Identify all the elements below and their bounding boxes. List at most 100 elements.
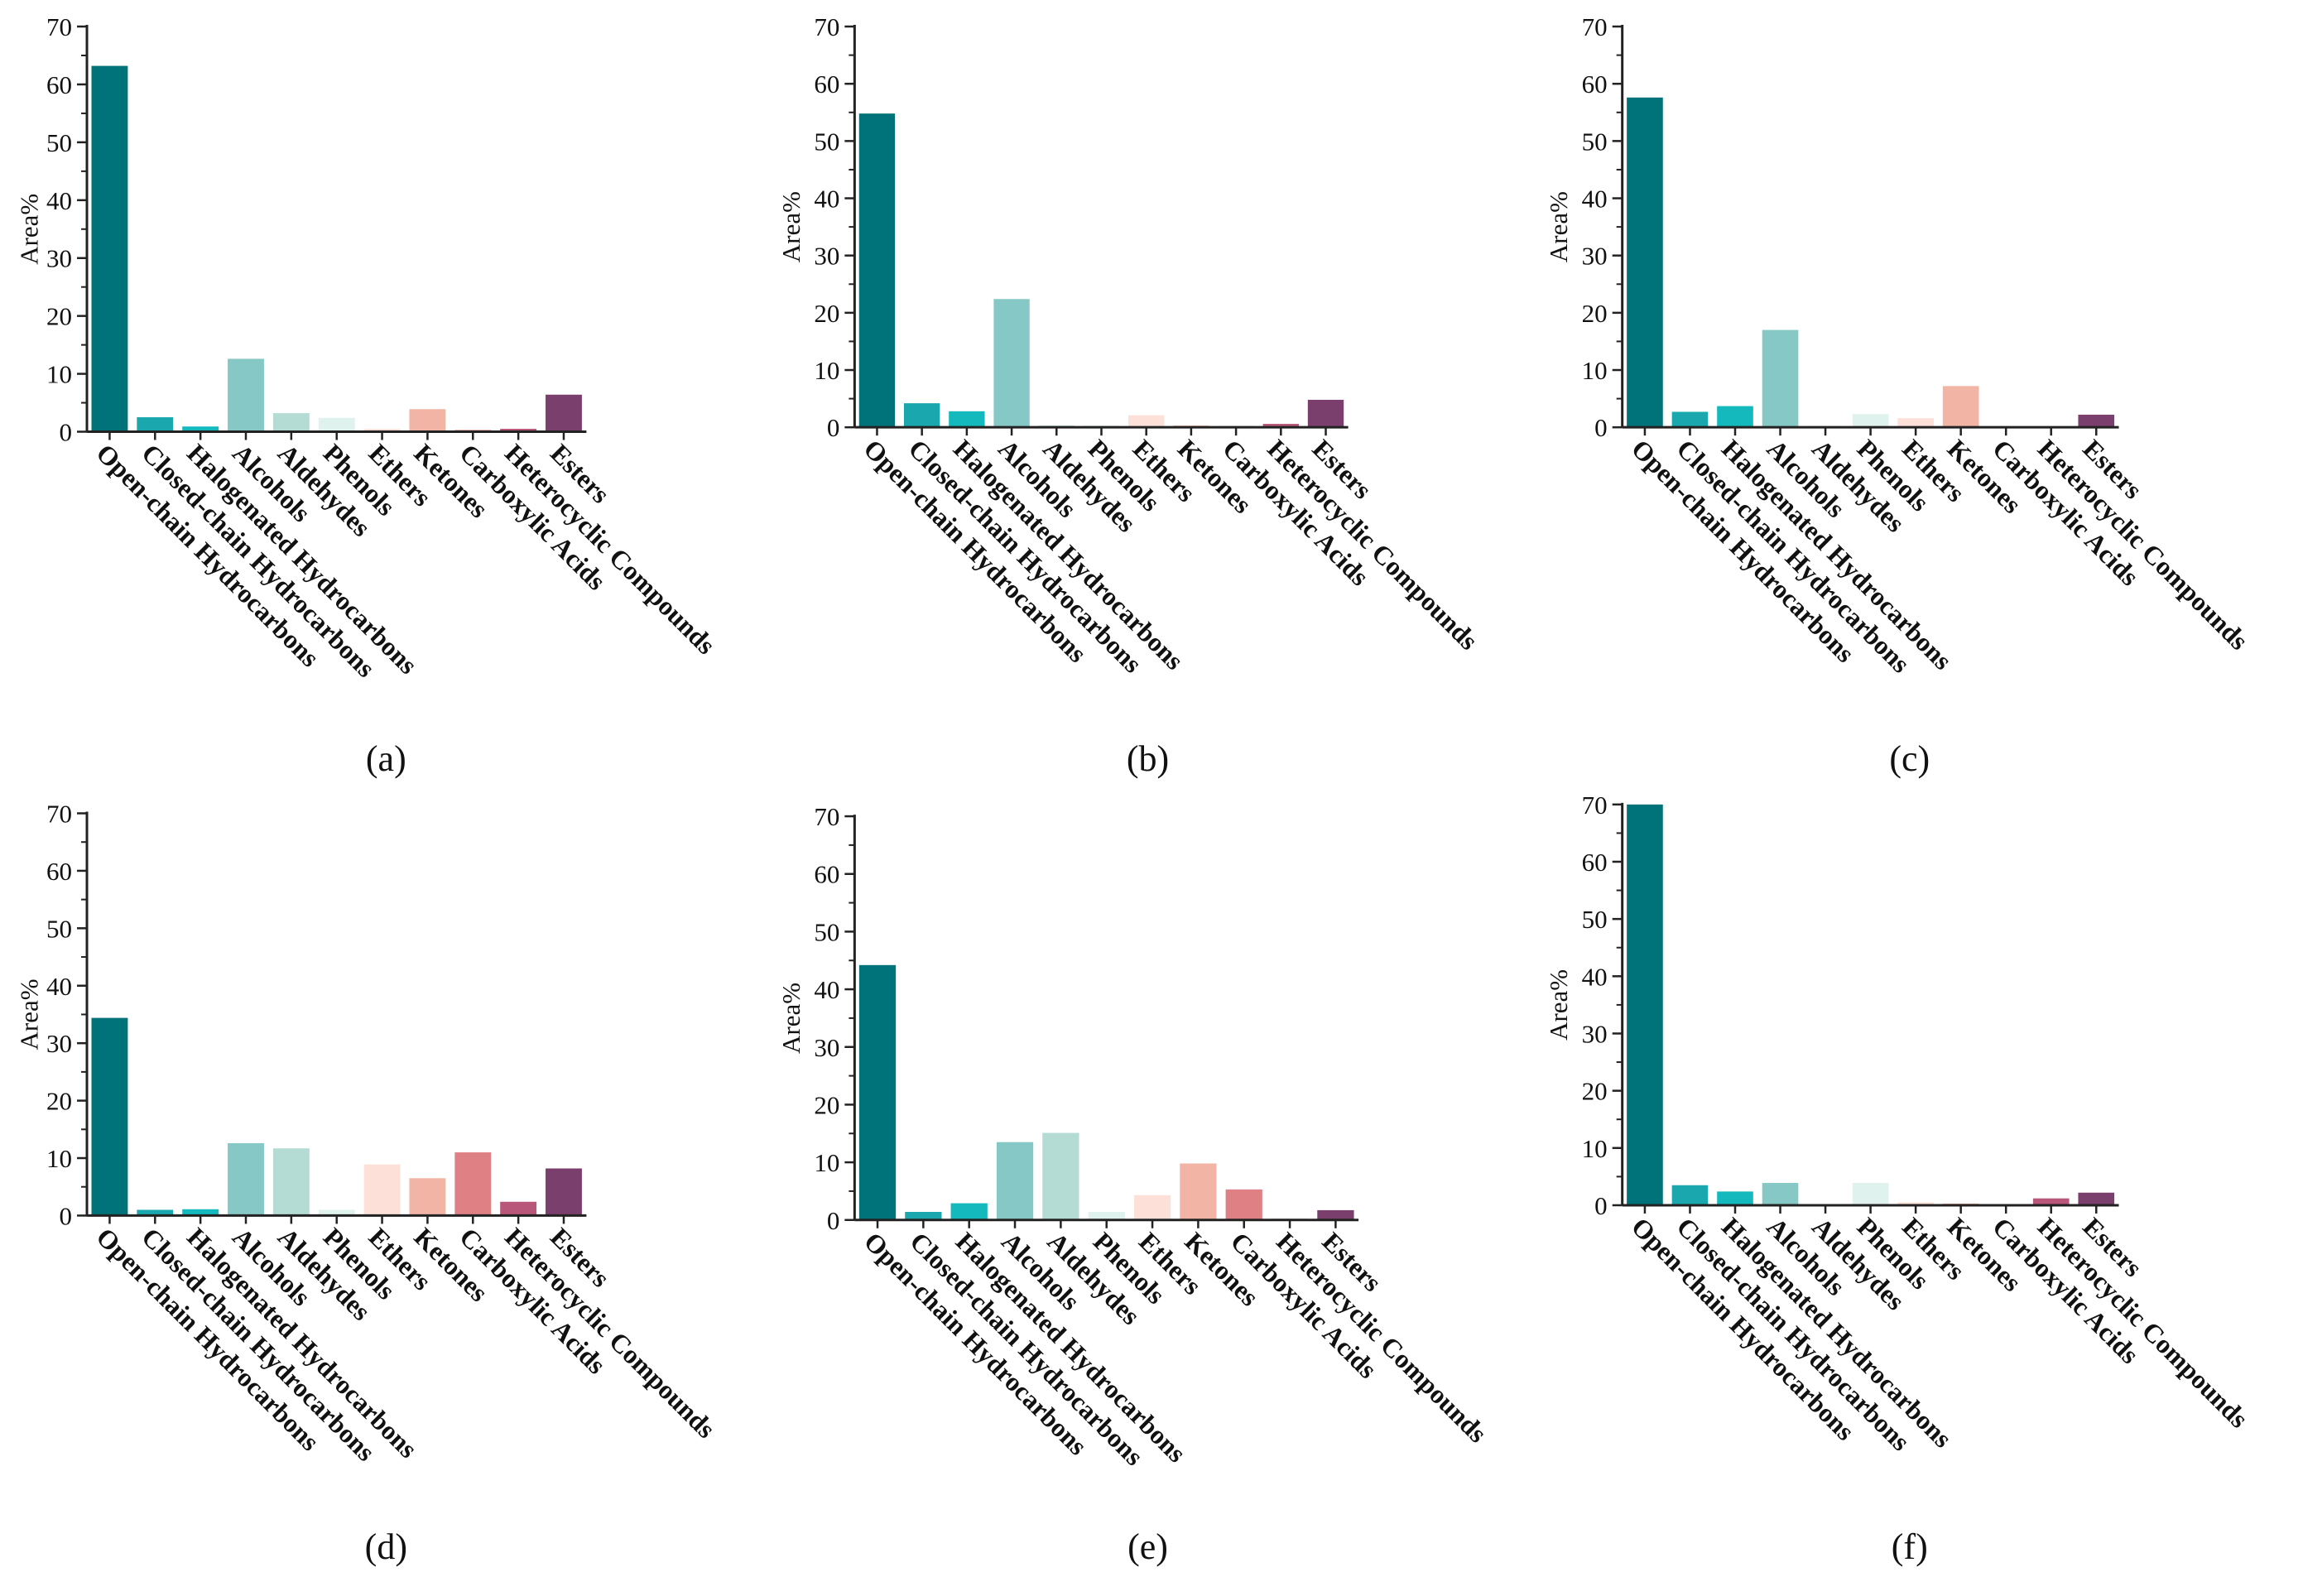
panel-caption: (e)	[1127, 1526, 1168, 1567]
bar-open-chain-hydrocarbons	[1627, 804, 1663, 1205]
bar-phenols	[1088, 1212, 1125, 1220]
bar-ketones	[409, 409, 446, 432]
bar-heterocyclic-compounds	[500, 429, 537, 432]
y-tick-label: 70	[46, 12, 72, 41]
y-tick-label: 10	[814, 1148, 839, 1177]
bar-alcohols	[228, 1142, 264, 1216]
bar-closed-chain-hydrocarbons	[1671, 1185, 1709, 1205]
y-tick-label: 0	[1594, 1191, 1608, 1220]
y-tick-label: 60	[1582, 848, 1608, 877]
bar-esters	[546, 1168, 582, 1216]
y-tick-label: 40	[814, 975, 839, 1004]
bar-phenols	[318, 417, 355, 432]
y-tick-label: 10	[1582, 356, 1608, 385]
y-tick-label: 70	[46, 800, 72, 829]
y-tick-label: 70	[1582, 791, 1608, 820]
bar-open-chain-hydrocarbons	[858, 964, 897, 1220]
bar-heterocyclic-compounds	[500, 1201, 537, 1216]
y-tick-label: 30	[46, 244, 72, 273]
y-tick-label: 70	[814, 802, 839, 831]
y-tick-label: 0	[827, 413, 840, 442]
panel-caption: (f)	[1892, 1526, 1928, 1567]
y-tick-label: 40	[46, 186, 72, 215]
y-tick-label: 10	[46, 360, 72, 389]
y-tick-label: 0	[827, 1206, 840, 1235]
bar-open-chain-hydrocarbons	[1627, 97, 1663, 428]
panel-caption: (b)	[1127, 738, 1169, 779]
y-axis-label: Area%	[1544, 969, 1573, 1041]
y-tick-label: 40	[46, 972, 72, 1001]
y-tick-label: 50	[1582, 127, 1608, 156]
bar-carboxylic-acids	[1225, 1189, 1262, 1220]
y-tick-label: 10	[1582, 1134, 1608, 1163]
bar-esters	[2078, 414, 2115, 428]
y-tick-label: 50	[46, 128, 72, 157]
bar-ketones	[409, 1178, 446, 1216]
bar-ethers	[1897, 418, 1934, 428]
y-tick-label: 60	[46, 70, 72, 99]
y-tick-label: 60	[46, 857, 72, 886]
bar-open-chain-hydrocarbons	[858, 113, 896, 428]
bar-closed-chain-hydrocarbons	[903, 403, 940, 428]
bar-esters	[546, 394, 582, 432]
bar-esters	[1307, 399, 1344, 428]
y-tick-label: 40	[814, 185, 839, 214]
y-tick-label: 20	[1582, 299, 1608, 328]
x-tick-label: Heterocyclic Compounds	[499, 438, 721, 660]
bar-phenols	[1852, 414, 1889, 428]
y-tick-label: 0	[60, 1201, 73, 1230]
y-tick-label: 50	[1582, 905, 1608, 934]
bar-heterocyclic-compounds	[1262, 424, 1299, 428]
bar-halogenated-hydrocarbons	[949, 411, 985, 428]
y-tick-label: 30	[1582, 242, 1608, 271]
bar-carboxylic-acids	[454, 1152, 492, 1216]
y-axis-label: Area%	[15, 194, 44, 265]
y-tick-label: 10	[46, 1144, 72, 1173]
bar-alcohols	[993, 299, 1030, 428]
bar-ethers	[1133, 1195, 1171, 1220]
bar-open-chain-hydrocarbons	[91, 65, 128, 432]
y-tick-label: 20	[1582, 1077, 1608, 1106]
bar-heterocyclic-compounds	[2032, 1198, 2070, 1205]
y-tick-label: 60	[1582, 70, 1608, 99]
x-tick-label: Heterocyclic Compounds	[1271, 1226, 1493, 1448]
bar-alcohols	[1762, 1182, 1799, 1205]
bar-closed-chain-hydrocarbons	[137, 1209, 174, 1216]
x-tick-label: Heterocyclic Compounds	[499, 1222, 721, 1444]
bar-alcohols	[1762, 329, 1799, 428]
y-tick-label: 20	[46, 302, 72, 331]
bar-alcohols	[996, 1142, 1034, 1220]
panel-caption: (d)	[365, 1526, 407, 1567]
y-axis-label: Area%	[776, 983, 805, 1054]
y-tick-label: 20	[814, 1090, 839, 1119]
x-tick-label: Heterocyclic Compounds	[2032, 434, 2254, 656]
bar-ethers	[1128, 415, 1165, 428]
y-tick-label: 60	[814, 70, 839, 99]
bar-phenols	[1852, 1182, 1889, 1205]
x-tick-label: Heterocyclic Compounds	[1262, 434, 1483, 656]
y-tick-label: 30	[1582, 1019, 1608, 1048]
x-tick-label: Heterocyclic Compounds	[2032, 1211, 2254, 1433]
bar-closed-chain-hydrocarbons	[137, 417, 174, 432]
bar-aldehydes	[272, 1148, 310, 1216]
panel-caption: (a)	[366, 738, 406, 779]
bar-halogenated-hydrocarbons	[1717, 406, 1753, 428]
bar-halogenated-hydrocarbons	[1717, 1191, 1753, 1205]
y-tick-label: 30	[814, 242, 839, 271]
y-tick-label: 50	[814, 127, 839, 156]
bar-halogenated-hydrocarbons	[950, 1203, 988, 1220]
y-tick-label: 50	[46, 914, 72, 943]
bar-ketones	[1180, 1163, 1217, 1220]
bar-esters	[2078, 1192, 2115, 1205]
y-tick-label: 70	[814, 12, 839, 41]
bar-closed-chain-hydrocarbons	[1671, 411, 1709, 428]
bar-aldehydes	[1042, 1132, 1079, 1220]
bar-closed-chain-hydrocarbons	[905, 1212, 942, 1220]
y-tick-label: 20	[814, 299, 839, 328]
